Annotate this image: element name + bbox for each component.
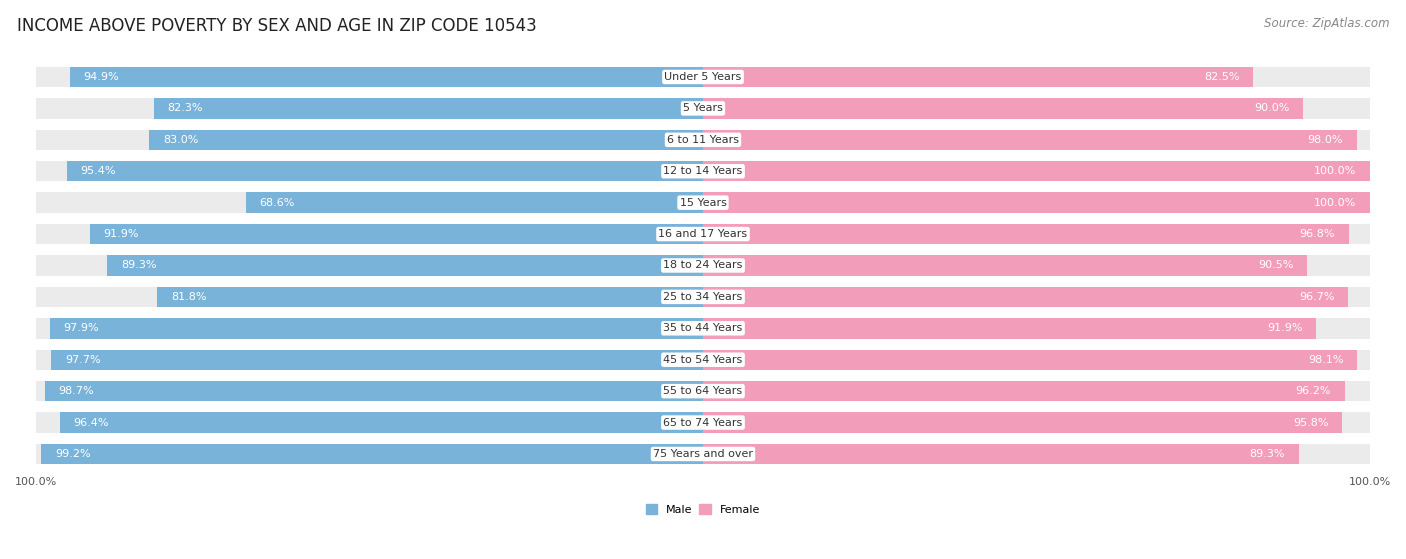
Bar [37,318,703,339]
Bar [67,161,703,182]
Bar [37,287,703,307]
Text: 90.0%: 90.0% [1254,103,1289,113]
Text: 98.1%: 98.1% [1309,355,1344,364]
Bar [155,98,703,119]
Bar [45,381,703,401]
Text: 16 and 17 Years: 16 and 17 Years [658,229,748,239]
Text: 98.7%: 98.7% [58,386,94,396]
Text: 96.7%: 96.7% [1299,292,1334,302]
Bar [51,318,703,339]
Bar [37,349,703,370]
Text: 98.0%: 98.0% [1308,135,1343,145]
Bar [703,287,1369,307]
Bar [703,381,1344,401]
Bar [703,349,1369,370]
Text: 83.0%: 83.0% [163,135,198,145]
Bar [703,67,1253,87]
Bar [703,413,1341,433]
Bar [157,287,703,307]
Text: Source: ZipAtlas.com: Source: ZipAtlas.com [1264,17,1389,30]
Bar [703,349,1357,370]
Bar [703,318,1369,339]
Text: 82.5%: 82.5% [1205,72,1240,82]
Text: 91.9%: 91.9% [104,229,139,239]
Text: 96.2%: 96.2% [1296,386,1331,396]
Bar [37,130,703,150]
Bar [703,444,1369,464]
Text: 55 to 64 Years: 55 to 64 Years [664,386,742,396]
Bar [70,67,703,87]
Bar [37,381,703,401]
Text: 15 Years: 15 Years [679,198,727,207]
Bar [107,255,703,276]
Text: 94.9%: 94.9% [83,72,120,82]
Text: 89.3%: 89.3% [121,260,156,271]
Bar [703,444,1299,464]
Text: 89.3%: 89.3% [1250,449,1285,459]
Text: 18 to 24 Years: 18 to 24 Years [664,260,742,271]
Text: 99.2%: 99.2% [55,449,90,459]
Bar [52,349,703,370]
Bar [703,413,1369,433]
Text: 100.0%: 100.0% [1315,198,1357,207]
Text: Under 5 Years: Under 5 Years [665,72,741,82]
Bar [37,67,703,87]
Bar [149,130,703,150]
Bar [703,381,1369,401]
Text: 12 to 14 Years: 12 to 14 Years [664,166,742,176]
Text: 97.7%: 97.7% [65,355,100,364]
Bar [703,161,1369,182]
Text: 75 Years and over: 75 Years and over [652,449,754,459]
Text: INCOME ABOVE POVERTY BY SEX AND AGE IN ZIP CODE 10543: INCOME ABOVE POVERTY BY SEX AND AGE IN Z… [17,17,537,35]
Bar [703,192,1369,213]
Bar [90,224,703,244]
Bar [703,67,1369,87]
Bar [37,98,703,119]
Text: 81.8%: 81.8% [172,292,207,302]
Text: 95.4%: 95.4% [80,166,115,176]
Bar [703,287,1348,307]
Bar [703,224,1348,244]
Bar [703,318,1316,339]
Bar [703,224,1369,244]
Bar [37,444,703,464]
Text: 96.8%: 96.8% [1299,229,1336,239]
Bar [37,224,703,244]
Bar [37,192,703,213]
Text: 90.5%: 90.5% [1258,260,1294,271]
Bar [703,255,1369,276]
Bar [37,255,703,276]
Bar [37,413,703,433]
Text: 100.0%: 100.0% [1315,166,1357,176]
Bar [41,444,703,464]
Text: 91.9%: 91.9% [1267,323,1302,333]
Bar [703,98,1369,119]
Text: 5 Years: 5 Years [683,103,723,113]
Text: 25 to 34 Years: 25 to 34 Years [664,292,742,302]
Bar [703,130,1357,150]
Text: 82.3%: 82.3% [167,103,202,113]
Text: 97.9%: 97.9% [63,323,98,333]
Bar [703,98,1303,119]
Bar [703,192,1369,213]
Text: 35 to 44 Years: 35 to 44 Years [664,323,742,333]
Bar [246,192,703,213]
Text: 68.6%: 68.6% [259,198,294,207]
Text: 95.8%: 95.8% [1294,418,1329,428]
Text: 96.4%: 96.4% [73,418,110,428]
Legend: Male, Female: Male, Female [641,500,765,519]
Bar [703,161,1369,182]
Text: 65 to 74 Years: 65 to 74 Years [664,418,742,428]
Bar [703,130,1369,150]
Bar [60,413,703,433]
Text: 6 to 11 Years: 6 to 11 Years [666,135,740,145]
Bar [37,161,703,182]
Text: 45 to 54 Years: 45 to 54 Years [664,355,742,364]
Bar [703,255,1306,276]
